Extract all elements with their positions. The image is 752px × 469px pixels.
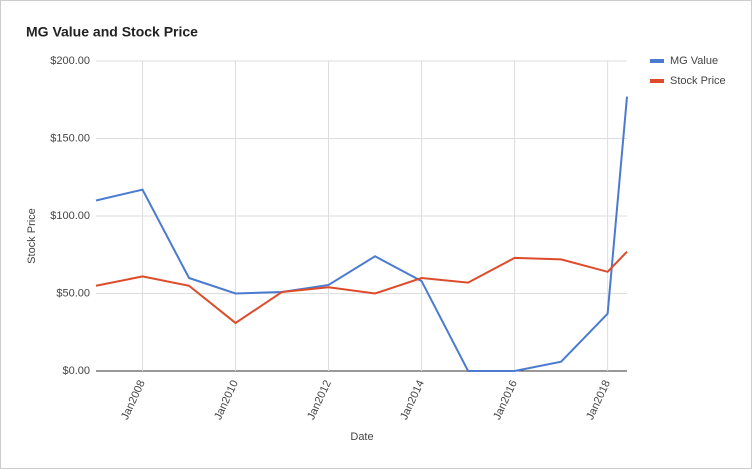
legend-label: MG Value bbox=[670, 55, 718, 67]
line bbox=[95, 250, 628, 325]
y-tick-label: $150.00 bbox=[50, 132, 90, 144]
x-axis-label: Date bbox=[350, 431, 373, 443]
chart-title: MG Value and Stock Price bbox=[26, 24, 198, 40]
legend-label: Stock Price bbox=[670, 75, 726, 87]
y-tick-label: $0.00 bbox=[62, 365, 90, 377]
y-tick-label: $50.00 bbox=[56, 287, 90, 299]
y-axis-label: Stock Price bbox=[26, 208, 38, 264]
line bbox=[95, 96, 628, 372]
y-tick-label: $200.00 bbox=[50, 55, 90, 67]
y-tick-label: $100.00 bbox=[50, 210, 90, 222]
